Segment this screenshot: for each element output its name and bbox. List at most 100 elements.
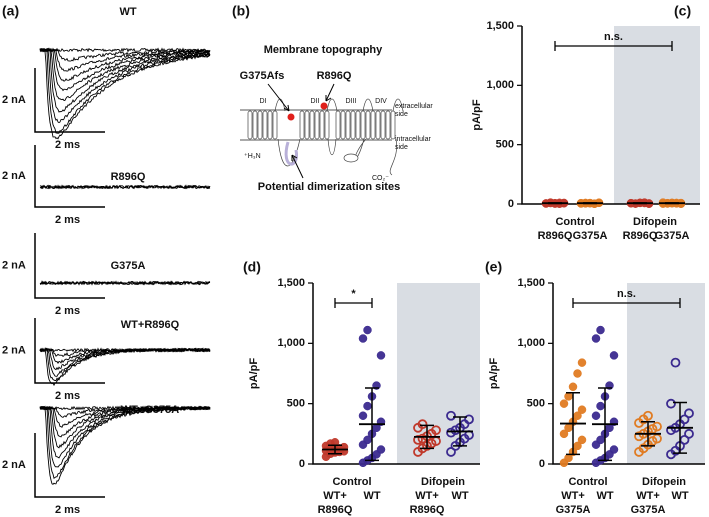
scale-y: 2 nA bbox=[2, 259, 26, 271]
trace-label: G375A bbox=[111, 260, 146, 272]
domain-label: DIV bbox=[375, 98, 387, 105]
dimer-site bbox=[284, 141, 299, 166]
current-trace bbox=[39, 48, 211, 134]
y-tick-label: 500 bbox=[527, 398, 545, 410]
x-tick-label: WT bbox=[363, 490, 380, 502]
helix bbox=[272, 110, 278, 140]
domain-label: DII bbox=[311, 98, 320, 105]
current-trace bbox=[39, 48, 211, 113]
axes bbox=[552, 283, 705, 465]
x-tick-label: WT+ bbox=[323, 490, 347, 502]
axes bbox=[312, 283, 480, 465]
loop bbox=[277, 138, 398, 176]
helix bbox=[247, 110, 253, 140]
y-tick-label: 0 bbox=[539, 458, 545, 470]
helix bbox=[380, 110, 386, 140]
data-point bbox=[609, 351, 619, 360]
scale-bar bbox=[34, 233, 105, 299]
y-tick-label: 1,500 bbox=[277, 277, 305, 289]
trace-label: R896Q bbox=[111, 171, 146, 183]
loop bbox=[362, 98, 374, 112]
y-tick-label: 500 bbox=[287, 398, 305, 410]
data-point bbox=[559, 399, 569, 408]
significance-bracket bbox=[554, 41, 673, 51]
helix bbox=[324, 110, 330, 140]
helix bbox=[262, 110, 268, 140]
data-point bbox=[358, 334, 368, 343]
y-tick-label: 1,500 bbox=[517, 277, 545, 289]
side-label: side bbox=[395, 111, 408, 118]
panel-label: (b) bbox=[232, 3, 250, 19]
current-trace bbox=[39, 280, 211, 286]
scale-bar bbox=[34, 433, 105, 498]
helix bbox=[252, 110, 258, 140]
current-trace bbox=[39, 405, 211, 479]
scale-bar bbox=[34, 145, 105, 208]
x-tick-label: G375A bbox=[655, 230, 690, 242]
side-label: intracellular bbox=[395, 136, 431, 143]
y-axis-label: pA/pF bbox=[248, 358, 260, 389]
data-point bbox=[652, 421, 662, 432]
scale-x: 2 ms bbox=[55, 305, 80, 317]
loop bbox=[392, 98, 404, 112]
group-label: Control bbox=[555, 216, 594, 228]
domain-label: DI bbox=[260, 98, 267, 105]
loop bbox=[274, 98, 286, 112]
mutation-label: R896Q bbox=[317, 70, 352, 82]
helix bbox=[309, 110, 315, 140]
data-point bbox=[591, 411, 601, 420]
y-tick-label: 1,000 bbox=[486, 79, 514, 91]
significance-label: n.s. bbox=[604, 31, 623, 43]
shaded-region bbox=[627, 283, 705, 464]
side-label: side bbox=[395, 144, 408, 151]
data-point bbox=[666, 398, 676, 409]
x-tick-label: WT bbox=[596, 490, 613, 502]
x-tick-label: WT+ bbox=[415, 490, 439, 502]
x-tick-label: WT bbox=[671, 490, 688, 502]
data-point bbox=[577, 405, 587, 414]
domain-label: DIII bbox=[346, 98, 357, 105]
panel-label: (d) bbox=[243, 259, 261, 275]
significance-bracket bbox=[572, 298, 681, 308]
mutation-site bbox=[287, 113, 295, 121]
data-point bbox=[363, 401, 372, 411]
data-point bbox=[596, 401, 605, 411]
scale-y: 2 nA bbox=[2, 170, 26, 182]
data-point bbox=[643, 410, 653, 421]
significance-label: n.s. bbox=[617, 288, 636, 300]
helix bbox=[375, 110, 381, 140]
x-tick-label: G375A bbox=[631, 504, 666, 516]
shaded-region bbox=[614, 26, 700, 204]
data-point bbox=[577, 435, 587, 445]
data-point bbox=[577, 358, 587, 367]
data-point bbox=[609, 445, 619, 454]
arrow bbox=[267, 83, 290, 112]
data-point bbox=[431, 425, 441, 436]
trace-label: WT+R896Q bbox=[121, 319, 180, 331]
y-tick-label: 1,000 bbox=[517, 337, 545, 349]
helix bbox=[345, 110, 351, 140]
group-label: Control bbox=[332, 476, 371, 488]
group-label: Difopein bbox=[421, 476, 465, 488]
helix bbox=[299, 110, 305, 140]
group-label: Difopein bbox=[633, 216, 677, 228]
arrow bbox=[325, 83, 335, 102]
helix bbox=[355, 110, 361, 140]
scale-y: 2 nA bbox=[2, 94, 26, 106]
y-tick-label: 1,500 bbox=[486, 20, 514, 32]
ifm-motif bbox=[343, 153, 359, 163]
scale-y: 2 nA bbox=[2, 344, 26, 356]
helix bbox=[360, 110, 366, 140]
data-point bbox=[684, 428, 694, 439]
data-point bbox=[564, 392, 573, 401]
data-point bbox=[376, 445, 386, 454]
data-point bbox=[684, 408, 694, 419]
helix bbox=[340, 110, 346, 140]
helix bbox=[335, 110, 341, 140]
y-tick-label: 0 bbox=[508, 198, 514, 210]
current-trace bbox=[39, 48, 211, 140]
y-axis-label: pA/pF bbox=[488, 358, 500, 389]
current-trace bbox=[39, 47, 211, 92]
x-tick-label: G375A bbox=[556, 504, 591, 516]
current-trace bbox=[39, 346, 211, 387]
